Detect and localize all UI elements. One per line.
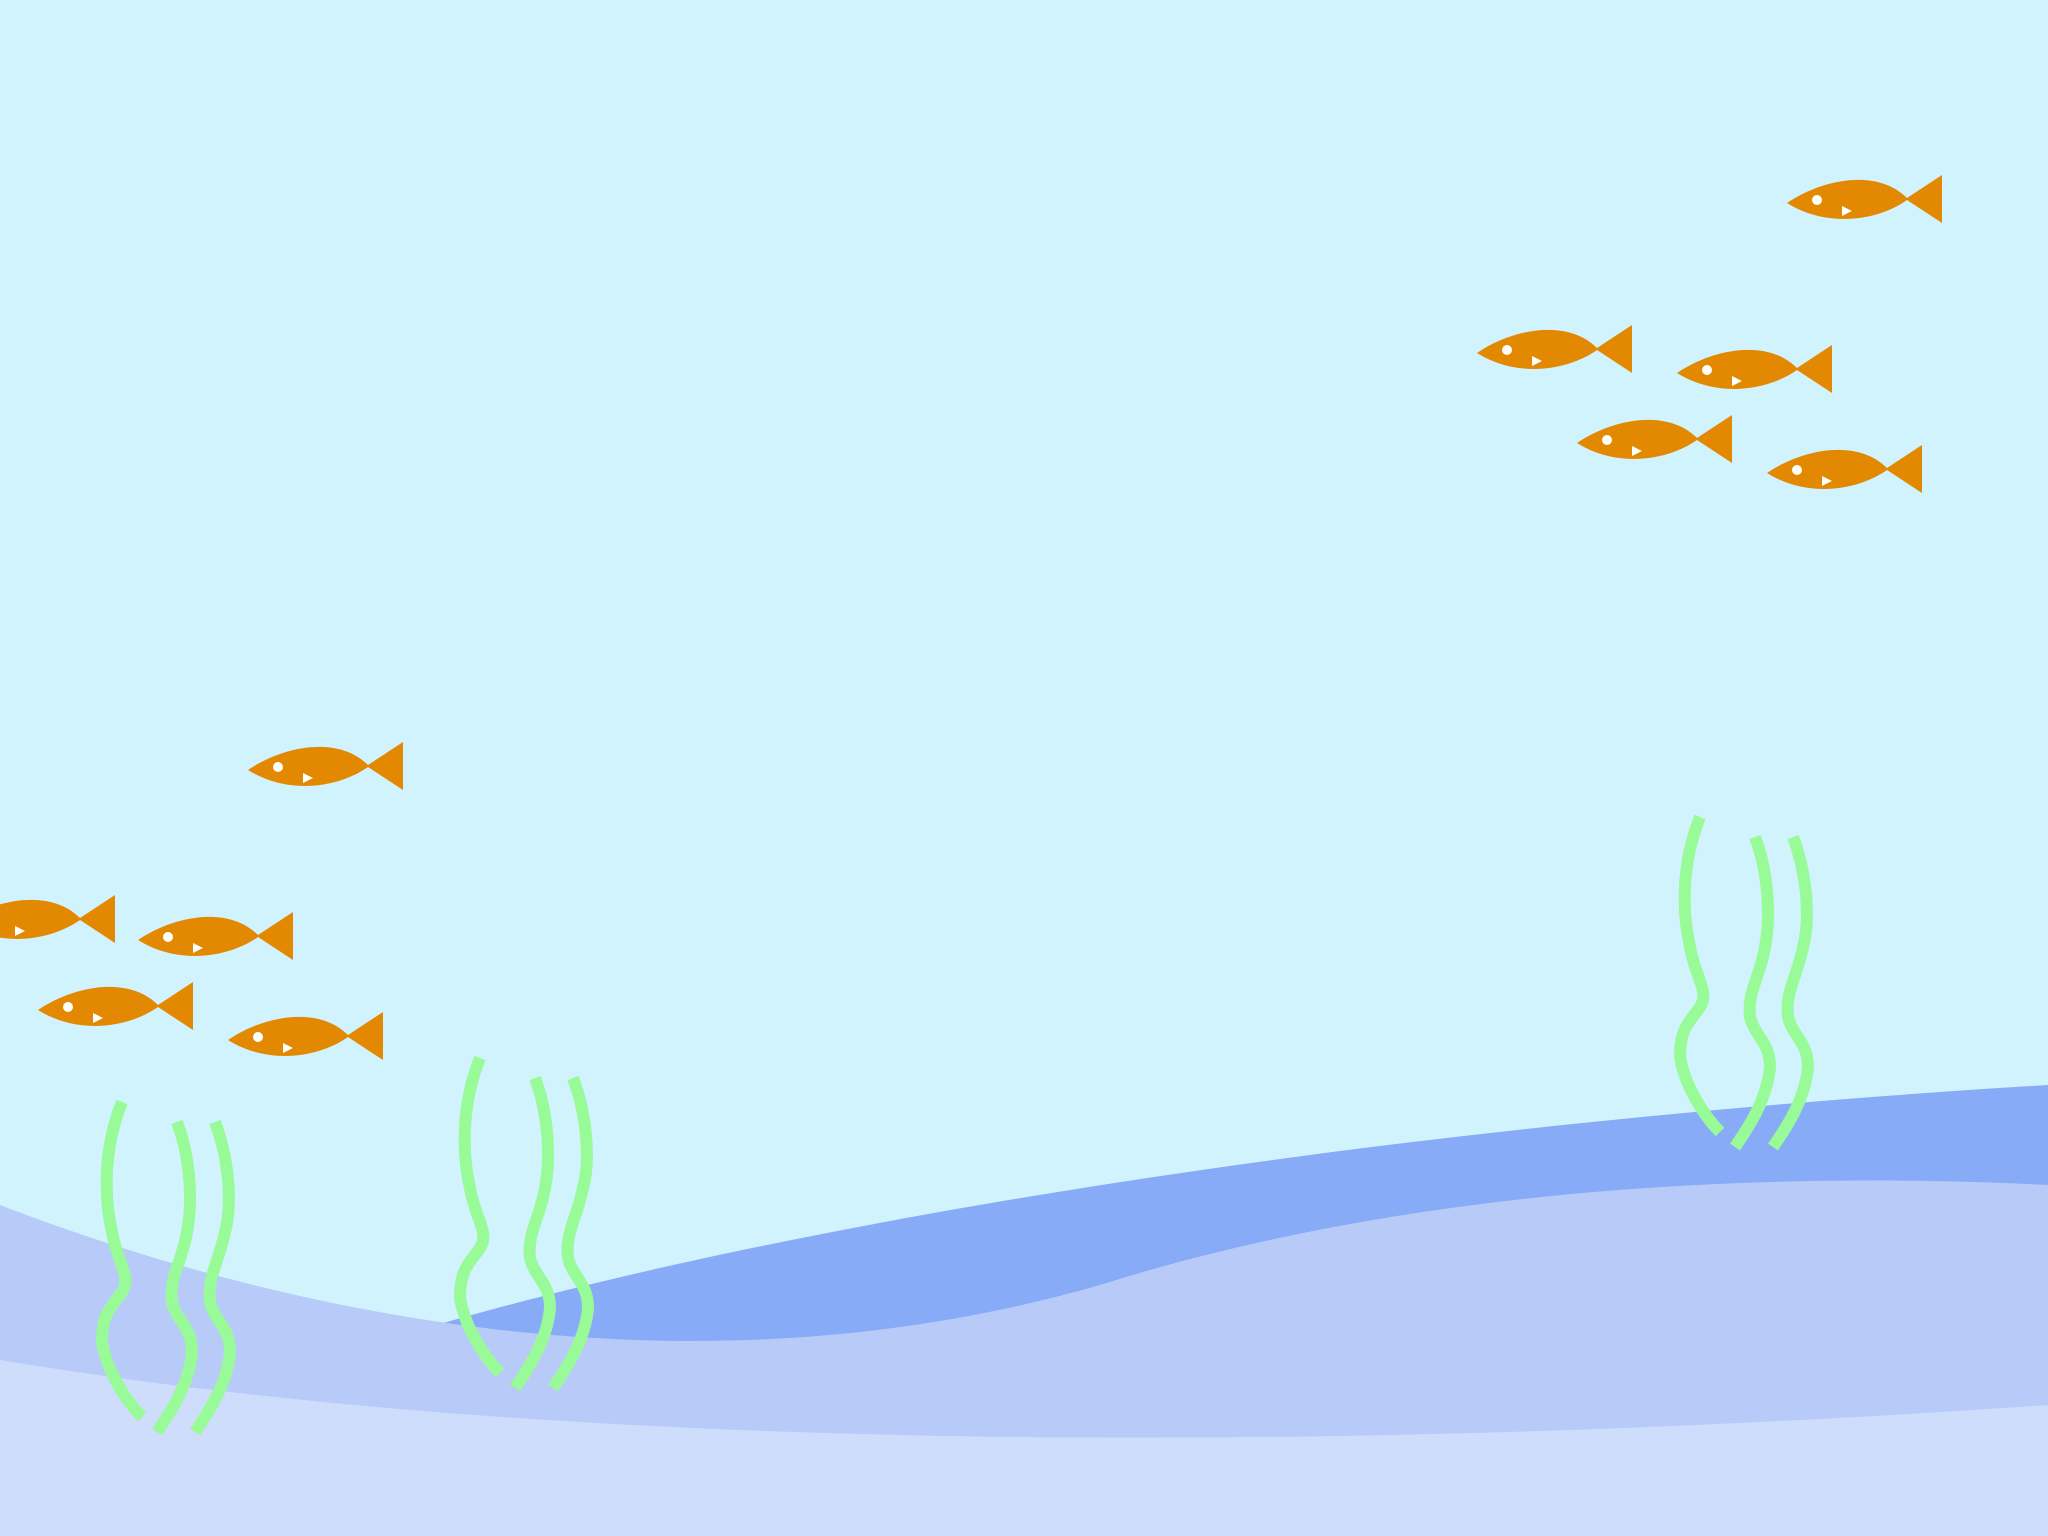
underwater-scene — [0, 0, 2048, 1536]
